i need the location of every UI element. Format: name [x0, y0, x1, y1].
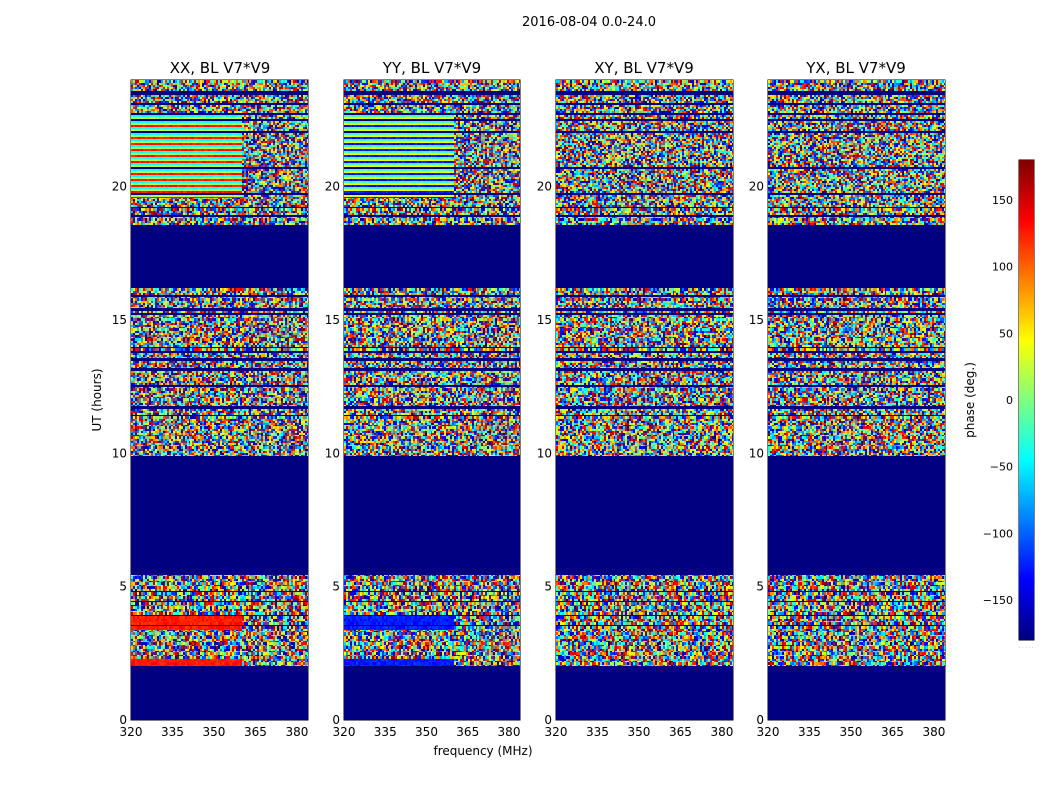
y-tick-label: 5 [756, 580, 764, 594]
y-tick-label: 15 [325, 313, 340, 327]
x-axis-label: frequency (MHz) [433, 744, 532, 758]
panel-xy: XY, BL V7*V9 [594, 59, 694, 77]
x-tick-label: 365 [881, 725, 904, 739]
heatmap-yy [344, 80, 520, 720]
y-tick-label: 0 [119, 713, 127, 727]
colorbar-tick-label: −100 [983, 527, 1013, 540]
y-tick-label: 10 [537, 446, 552, 460]
figure-title: 2016-08-04 0.0-24.0 [522, 15, 656, 30]
y-tick-label: 10 [112, 446, 127, 460]
panel-title-yx: YX, BL V7*V9 [805, 59, 906, 77]
y-tick-label: 15 [112, 313, 127, 327]
y-tick-label: 20 [537, 180, 552, 194]
colorbar-tick-label: 100 [992, 261, 1013, 274]
x-tick-label: 350 [415, 725, 438, 739]
x-tick-label: 365 [244, 725, 267, 739]
x-tick-label: 350 [840, 725, 863, 739]
x-tick-label: 335 [586, 725, 609, 739]
y-tick-label: 0 [756, 713, 764, 727]
panel-title-yy: YY, BL V7*V9 [382, 59, 481, 77]
panel-title-xx: XX, BL V7*V9 [170, 59, 271, 77]
x-tick-label: 365 [456, 725, 479, 739]
x-tick-label: 380 [285, 725, 308, 739]
colorbar-tick-label: 150 [992, 194, 1013, 207]
y-tick-label: 5 [119, 580, 127, 594]
y-tick-label: 10 [749, 446, 764, 460]
x-tick-label: 335 [161, 725, 184, 739]
panel-title-xy: XY, BL V7*V9 [594, 59, 694, 77]
colorbar-tick-label: −150 [983, 594, 1013, 607]
y-axis-label: UT (hours) [90, 368, 104, 431]
colorbar-extra-label: . . . . . [1019, 644, 1034, 650]
x-tick-label: 365 [669, 725, 692, 739]
x-tick-label: 380 [498, 725, 521, 739]
x-tick-label: 320 [545, 725, 568, 739]
panel-yx: YX, BL V7*V9 [805, 59, 906, 77]
y-tick-label: 0 [332, 713, 340, 727]
y-tick-label: 20 [112, 180, 127, 194]
y-tick-label: 15 [537, 313, 552, 327]
y-tick-label: 5 [332, 580, 340, 594]
panel-yy: YY, BL V7*V9 [382, 59, 481, 77]
colorbar [1019, 160, 1034, 640]
colorbar-tick-label: 50 [999, 327, 1013, 340]
y-tick-label: 15 [749, 313, 764, 327]
y-tick-label: 20 [325, 180, 340, 194]
y-tick-label: 10 [325, 446, 340, 460]
x-tick-label: 350 [628, 725, 651, 739]
x-tick-label: 335 [374, 725, 397, 739]
heatmap-xy [556, 80, 733, 720]
y-tick-label: 5 [544, 580, 552, 594]
x-tick-label: 320 [120, 725, 143, 739]
panel-xx: XX, BL V7*V9 [170, 59, 271, 77]
x-tick-label: 350 [203, 725, 226, 739]
x-tick-label: 380 [922, 725, 945, 739]
y-tick-label: 0 [544, 713, 552, 727]
heatmap-xx [131, 80, 308, 720]
x-tick-label: 320 [333, 725, 356, 739]
heatmap-yx [768, 80, 945, 720]
x-tick-label: 320 [757, 725, 780, 739]
x-tick-label: 335 [798, 725, 821, 739]
colorbar-label: phase (deg.) [963, 362, 977, 438]
x-tick-label: 380 [710, 725, 733, 739]
colorbar-tick-label: −50 [990, 461, 1013, 474]
y-tick-label: 20 [749, 180, 764, 194]
colorbar-tick-label: 0 [1006, 394, 1013, 407]
